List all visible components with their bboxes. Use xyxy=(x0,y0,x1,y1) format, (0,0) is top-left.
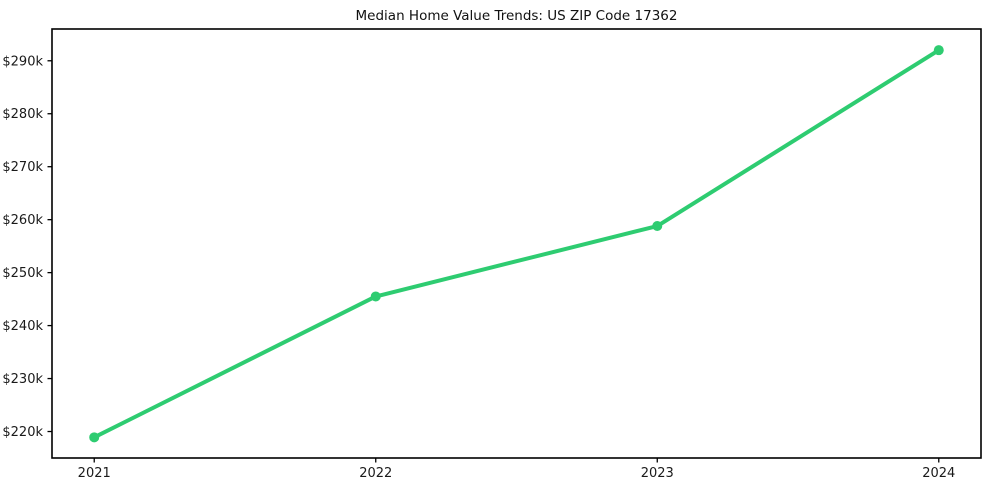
y-tick-label: $270k xyxy=(2,160,43,175)
x-tick-label: 2022 xyxy=(359,466,392,481)
y-tick-label: $230k xyxy=(2,372,43,387)
y-tick-label: $290k xyxy=(2,54,43,69)
y-tick-label: $240k xyxy=(2,319,43,334)
y-tick-label: $260k xyxy=(2,213,43,228)
x-tick-label: 2023 xyxy=(641,466,674,481)
trend-line xyxy=(92,48,941,440)
y-tick-label: $280k xyxy=(2,107,43,122)
data-point-marker xyxy=(370,291,381,302)
chart-title: Median Home Value Trends: US ZIP Code 17… xyxy=(356,8,678,24)
data-point-marker xyxy=(89,432,100,443)
data-point-marker xyxy=(652,221,663,232)
data-point-marker xyxy=(933,45,944,56)
plot-border xyxy=(51,28,982,459)
y-tick-label: $250k xyxy=(2,266,43,281)
plot-area: $220k $230k $240k $250k $260k $270k $280k $290k… xyxy=(2,28,982,481)
x-tick-label: 2021 xyxy=(78,466,111,481)
y-tick-label: $220k xyxy=(2,425,43,440)
x-tick-label: 2024 xyxy=(922,466,955,481)
